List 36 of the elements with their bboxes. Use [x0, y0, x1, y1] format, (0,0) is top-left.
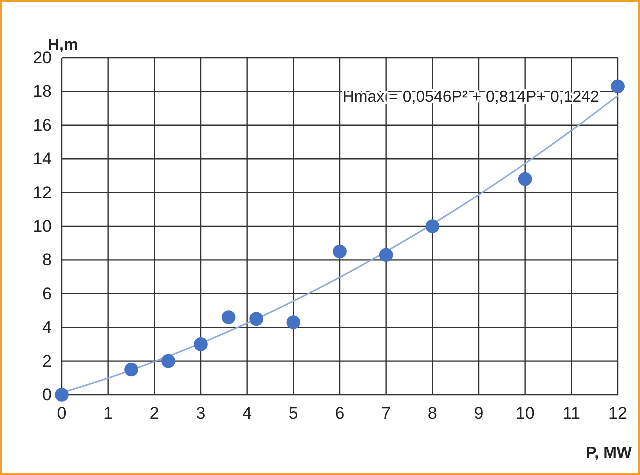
- point: [611, 80, 625, 94]
- y-tick-label: 10: [33, 216, 52, 236]
- x-tick-label: 0: [57, 404, 67, 424]
- x-tick-label: 2: [150, 404, 160, 424]
- x-tick-label: 3: [196, 404, 206, 424]
- y-tick-label: 6: [42, 284, 52, 304]
- point: [426, 220, 440, 234]
- y-tick-label: 14: [33, 150, 52, 169]
- point: [333, 244, 347, 259]
- point: [124, 362, 138, 377]
- y-tick-label: 8: [42, 250, 52, 270]
- point: [518, 172, 532, 186]
- x-tick-label: 12: [608, 404, 628, 424]
- x-tick-label: 1: [104, 404, 114, 424]
- point: [379, 248, 394, 262]
- x-tick-label: 4: [242, 404, 252, 424]
- point: [162, 354, 176, 368]
- y-tick-label: 4: [42, 318, 52, 338]
- point: [222, 310, 236, 324]
- point: [55, 388, 69, 402]
- x-tick-label: 9: [474, 404, 484, 424]
- y-tick-label: 12: [33, 183, 52, 202]
- x-tick-label: 7: [382, 404, 392, 424]
- point: [286, 316, 301, 330]
- x-tick-label: 11: [562, 404, 580, 424]
- x-axis-title: P, MW: [586, 445, 633, 462]
- y-tick-label: 2: [42, 352, 52, 371]
- point: [194, 338, 208, 352]
- x-tick-label: 5: [288, 404, 298, 424]
- y-tick-label: 18: [33, 82, 52, 102]
- y-tick-label: 0: [42, 385, 52, 404]
- y-tick-label: 16: [33, 116, 52, 135]
- x-tick-label: 6: [335, 404, 345, 424]
- x-tick-label: 10: [516, 404, 535, 424]
- x-tick-label: 8: [428, 404, 438, 424]
- point: [250, 312, 264, 326]
